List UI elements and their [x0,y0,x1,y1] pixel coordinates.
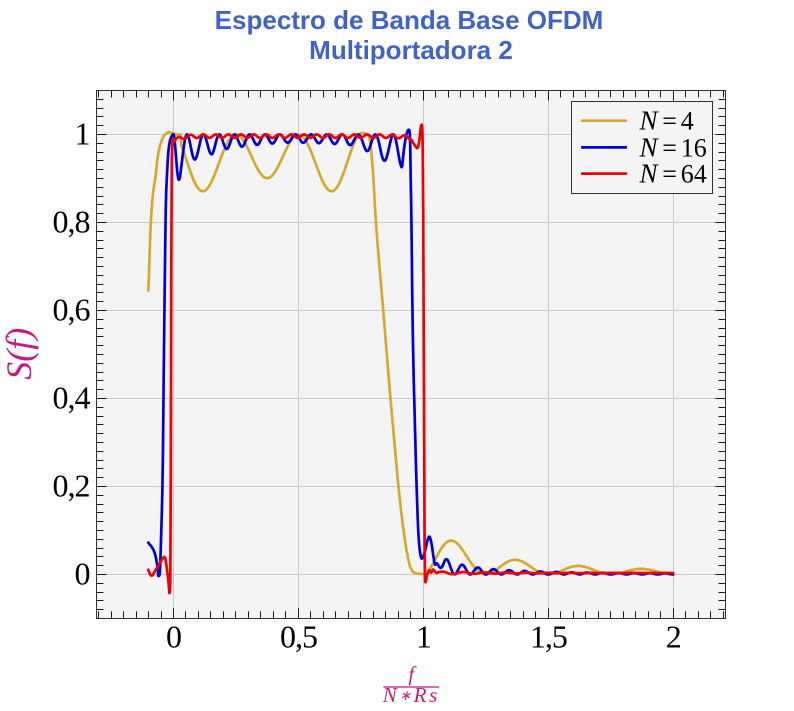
svg-text:N: N [639,132,660,162]
svg-text:S(f): S(f) [0,328,39,380]
svg-text:2: 2 [666,619,681,655]
svg-text:64: 64 [681,160,707,189]
svg-text:N: N [639,106,660,136]
svg-text:=: = [662,133,677,162]
svg-text:0: 0 [166,619,181,655]
svg-text:0,4: 0,4 [53,380,91,416]
svg-text:1,5: 1,5 [530,619,567,655]
svg-text:16: 16 [681,133,707,162]
svg-text:0,2: 0,2 [53,468,90,504]
svg-text:Espectro de Banda Base OFDM: Espectro de Banda Base OFDM [215,5,604,35]
svg-text:0,8: 0,8 [53,204,90,240]
svg-text:=: = [662,107,677,136]
svg-text:0: 0 [75,556,90,592]
svg-text:=: = [662,160,677,189]
svg-text:4: 4 [681,107,694,136]
svg-text:1: 1 [75,116,90,152]
svg-text:N: N [639,159,660,189]
svg-text:1: 1 [416,619,431,655]
svg-text:f: f [408,662,417,686]
svg-text:0,6: 0,6 [53,292,91,328]
svg-text:0,5: 0,5 [280,619,317,655]
svg-text:Multiportadora 2: Multiportadora 2 [309,35,513,65]
